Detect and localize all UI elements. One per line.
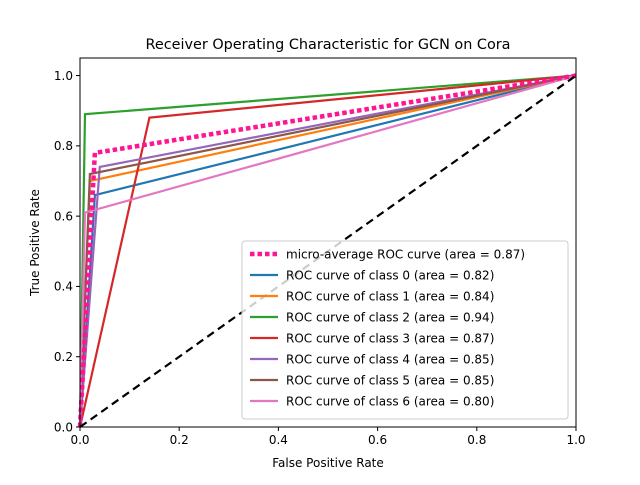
legend-box xyxy=(241,240,569,420)
x-tick-label: 0.2 xyxy=(170,433,189,447)
plot-lines xyxy=(77,73,577,428)
y-axis-label: True Positive Rate xyxy=(28,189,42,297)
legend-label-4: ROC curve of class 3 (area = 0.87) xyxy=(286,332,494,346)
legend-label-0: micro-average ROC curve (area = 0.87) xyxy=(286,248,525,262)
legend-label-3: ROC curve of class 2 (area = 0.94) xyxy=(286,311,494,325)
legend: micro-average ROC curve (area = 0.87) ROC… xyxy=(241,240,569,420)
chart-title: Receiver Operating Characteristic for GC… xyxy=(145,37,510,53)
x-axis-label: False Positive Rate xyxy=(272,456,384,470)
x-tick-label: 0.4 xyxy=(269,433,288,447)
x-tick-label: 0.8 xyxy=(467,433,486,447)
legend-label-7: ROC curve of class 6 (area = 0.80) xyxy=(286,395,494,409)
x-tick-label: 0.6 xyxy=(368,433,387,447)
roc-line-series-0 xyxy=(77,73,577,428)
y-tick-label: 0.4 xyxy=(54,280,73,294)
legend-label-1: ROC curve of class 0 (area = 0.82) xyxy=(286,269,494,283)
y-tick-label: 0.0 xyxy=(54,420,73,434)
legend-label-2: ROC curve of class 1 (area = 0.84) xyxy=(286,290,494,304)
axes-frame xyxy=(79,57,577,428)
legend-label-5: ROC curve of class 4 (area = 0.85) xyxy=(286,353,494,367)
y-tick-label: 1.0 xyxy=(54,69,73,83)
roc-line-series-4 xyxy=(78,74,577,428)
x-tick-label: 0.0 xyxy=(70,433,89,447)
legend-label-6: ROC curve of class 5 (area = 0.85) xyxy=(286,374,494,388)
y-tick-label: 0.6 xyxy=(54,209,73,223)
y-tick-label: 0.8 xyxy=(54,139,73,153)
axis-ticks: 0.0 0.2 0.4 0.6 0.8 1.0 0.0 0.2 0.4 0.6 0.8 1.0 xyxy=(54,69,586,447)
y-tick-label: 0.2 xyxy=(54,350,73,364)
x-tick-label: 1.0 xyxy=(566,433,585,447)
